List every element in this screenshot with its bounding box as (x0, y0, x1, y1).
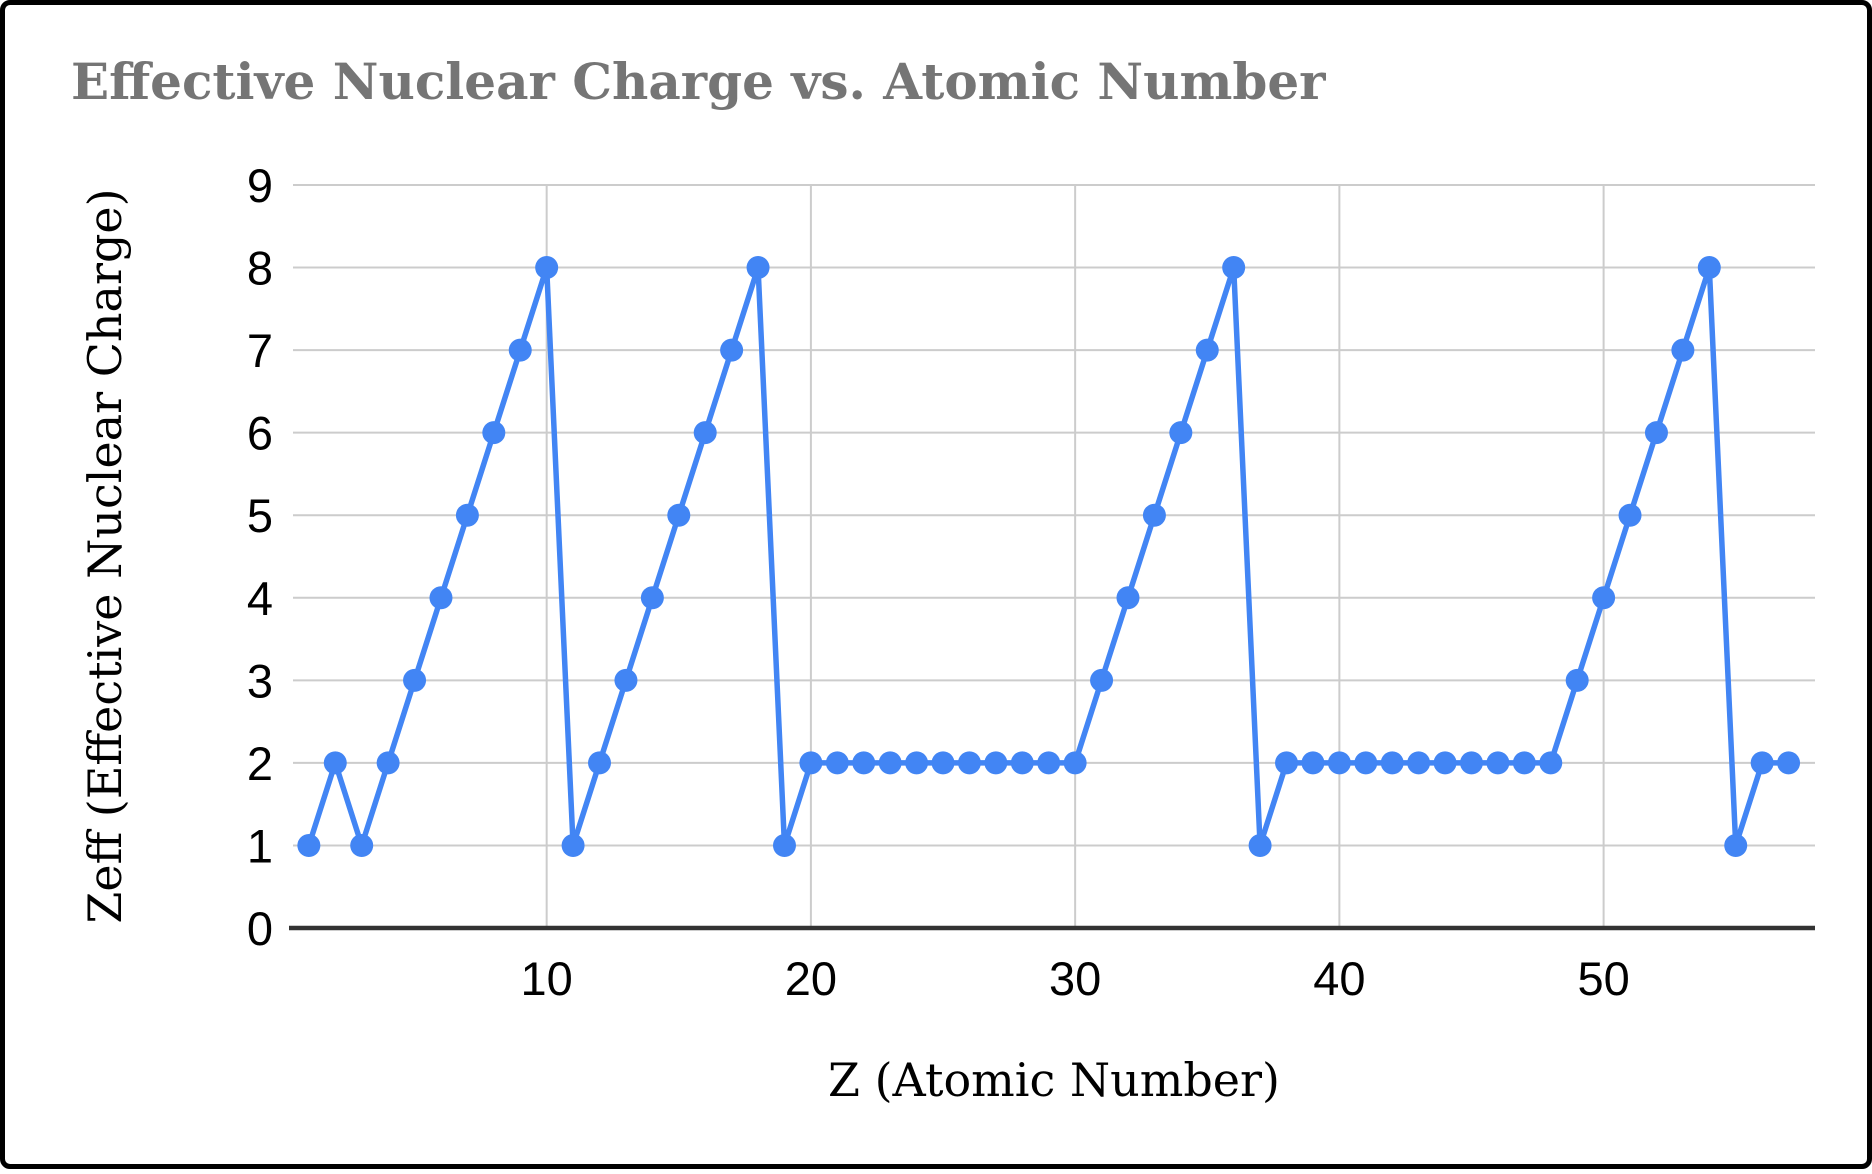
data-point (1407, 751, 1431, 775)
data-point (825, 751, 849, 775)
data-point (561, 833, 585, 857)
data-point (984, 751, 1008, 775)
data-point (614, 668, 638, 692)
data-point (1618, 503, 1642, 527)
data-point (667, 503, 691, 527)
data-point (1671, 338, 1695, 362)
data-point (376, 751, 400, 775)
data-point (1433, 751, 1457, 775)
data-point (799, 751, 823, 775)
y-tick-label: 1 (247, 819, 273, 872)
data-point (1486, 751, 1510, 775)
data-point (1275, 751, 1299, 775)
data-point (772, 833, 796, 857)
data-point (1248, 833, 1272, 857)
data-point (1010, 751, 1034, 775)
data-point (323, 751, 347, 775)
x-tick-label: 10 (521, 952, 573, 1005)
data-point (429, 586, 453, 610)
y-tick-label: 7 (247, 324, 273, 377)
data-point (1724, 833, 1748, 857)
x-axis-title: Z (Atomic Number) (828, 1053, 1280, 1107)
data-point (1090, 668, 1114, 692)
data-point (1777, 751, 1801, 775)
data-point (1195, 338, 1219, 362)
y-tick-label: 5 (247, 489, 273, 542)
data-point (1750, 751, 1774, 775)
y-tick-label: 0 (247, 902, 273, 955)
data-point (350, 833, 374, 857)
data-point (746, 256, 770, 280)
data-point (720, 338, 744, 362)
y-tick-label: 6 (247, 407, 273, 460)
data-point (640, 586, 664, 610)
data-point (482, 421, 506, 445)
data-point (1512, 751, 1536, 775)
data-point (535, 256, 559, 280)
data-point (1539, 751, 1563, 775)
y-tick-label: 4 (247, 572, 273, 625)
data-point (588, 751, 612, 775)
data-point (1037, 751, 1061, 775)
x-tick-label: 20 (785, 952, 837, 1005)
data-point (1697, 256, 1721, 280)
y-tick-label: 2 (247, 737, 273, 790)
x-tick-label: 30 (1049, 952, 1101, 1005)
data-point (1063, 751, 1087, 775)
line-chart-plot: 0 1 2 3 4 5 6 7 8 9 10 20 30 40 50 (247, 159, 1815, 1005)
data-point (931, 751, 955, 775)
data-point (1565, 668, 1589, 692)
data-point (1222, 256, 1246, 280)
data-point (693, 421, 717, 445)
data-point (852, 751, 876, 775)
data-point (905, 751, 929, 775)
data-point (1169, 421, 1193, 445)
x-tick-label: 40 (1313, 952, 1365, 1005)
data-point (403, 668, 427, 692)
data-point (1592, 586, 1616, 610)
data-point (1116, 586, 1140, 610)
data-point (878, 751, 902, 775)
y-tick-label: 3 (247, 654, 273, 707)
data-point (1327, 751, 1351, 775)
data-point (1142, 503, 1166, 527)
data-point (1301, 751, 1325, 775)
data-point (1380, 751, 1404, 775)
data-point (297, 833, 321, 857)
data-point (1354, 751, 1378, 775)
data-point (455, 503, 479, 527)
y-tick-label: 9 (247, 159, 273, 212)
data-point (508, 338, 532, 362)
data-point (1459, 751, 1483, 775)
x-tick-label: 50 (1577, 952, 1629, 1005)
data-point (957, 751, 981, 775)
chart-title: Effective Nuclear Charge vs. Atomic Numb… (71, 52, 1326, 111)
y-tick-label: 8 (247, 242, 273, 295)
data-point (1644, 421, 1668, 445)
